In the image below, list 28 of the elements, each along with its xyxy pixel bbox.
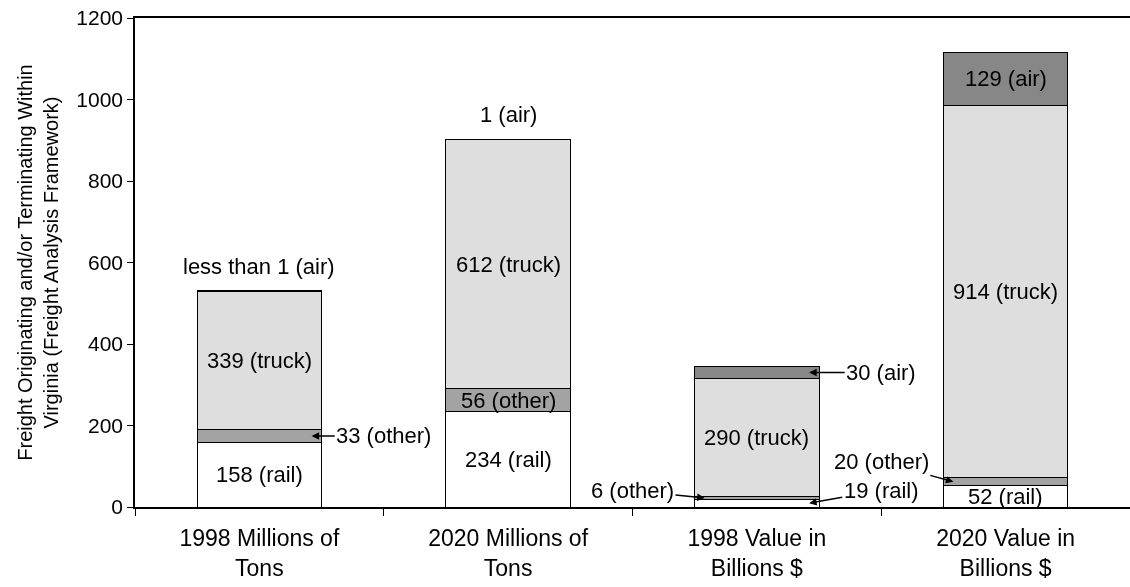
- data-label: 30 (air): [846, 360, 916, 385]
- data-label: 6 (other): [591, 478, 675, 503]
- y-axis-title: Freight Originating and/or Terminating Within Virginia (Freight Analysis Framework): [14, 64, 63, 461]
- y-tick-label: 400: [88, 332, 124, 356]
- y-tick-label: 600: [88, 250, 124, 274]
- y-tick-label: 1200: [76, 6, 124, 30]
- data-label: 52 (rail): [968, 484, 1043, 509]
- y-tick-label: 200: [88, 413, 124, 437]
- data-label: 290 (truck): [704, 425, 810, 450]
- data-label: less than 1 (air): [183, 254, 335, 279]
- y-tick-label: 0: [111, 495, 124, 519]
- data-label: 20 (other): [834, 449, 930, 474]
- data-label: 914 (truck): [953, 279, 1059, 304]
- data-label: 158 (rail): [216, 462, 303, 487]
- y-tick-label: 800: [88, 169, 124, 193]
- data-label: 33 (other): [336, 423, 432, 448]
- y-tick-label: 1000: [76, 87, 124, 111]
- x-tick-label: 1998 Value in Billions $: [687, 525, 827, 582]
- data-label: 19 (rail): [844, 478, 919, 503]
- x-tick-label: 2020 Millions of Tons: [428, 525, 589, 582]
- data-label: 612 (truck): [456, 252, 562, 277]
- x-tick-label: 2020 Value in Billions $: [936, 525, 1076, 582]
- data-label: 1 (air): [480, 102, 538, 127]
- data-label: 234 (rail): [465, 447, 552, 472]
- data-label: 129 (air): [965, 66, 1047, 91]
- data-label: 339 (truck): [207, 348, 313, 373]
- x-tick-label: 1998 Millions of Tons: [179, 525, 340, 582]
- data-label: 56 (other): [461, 388, 557, 413]
